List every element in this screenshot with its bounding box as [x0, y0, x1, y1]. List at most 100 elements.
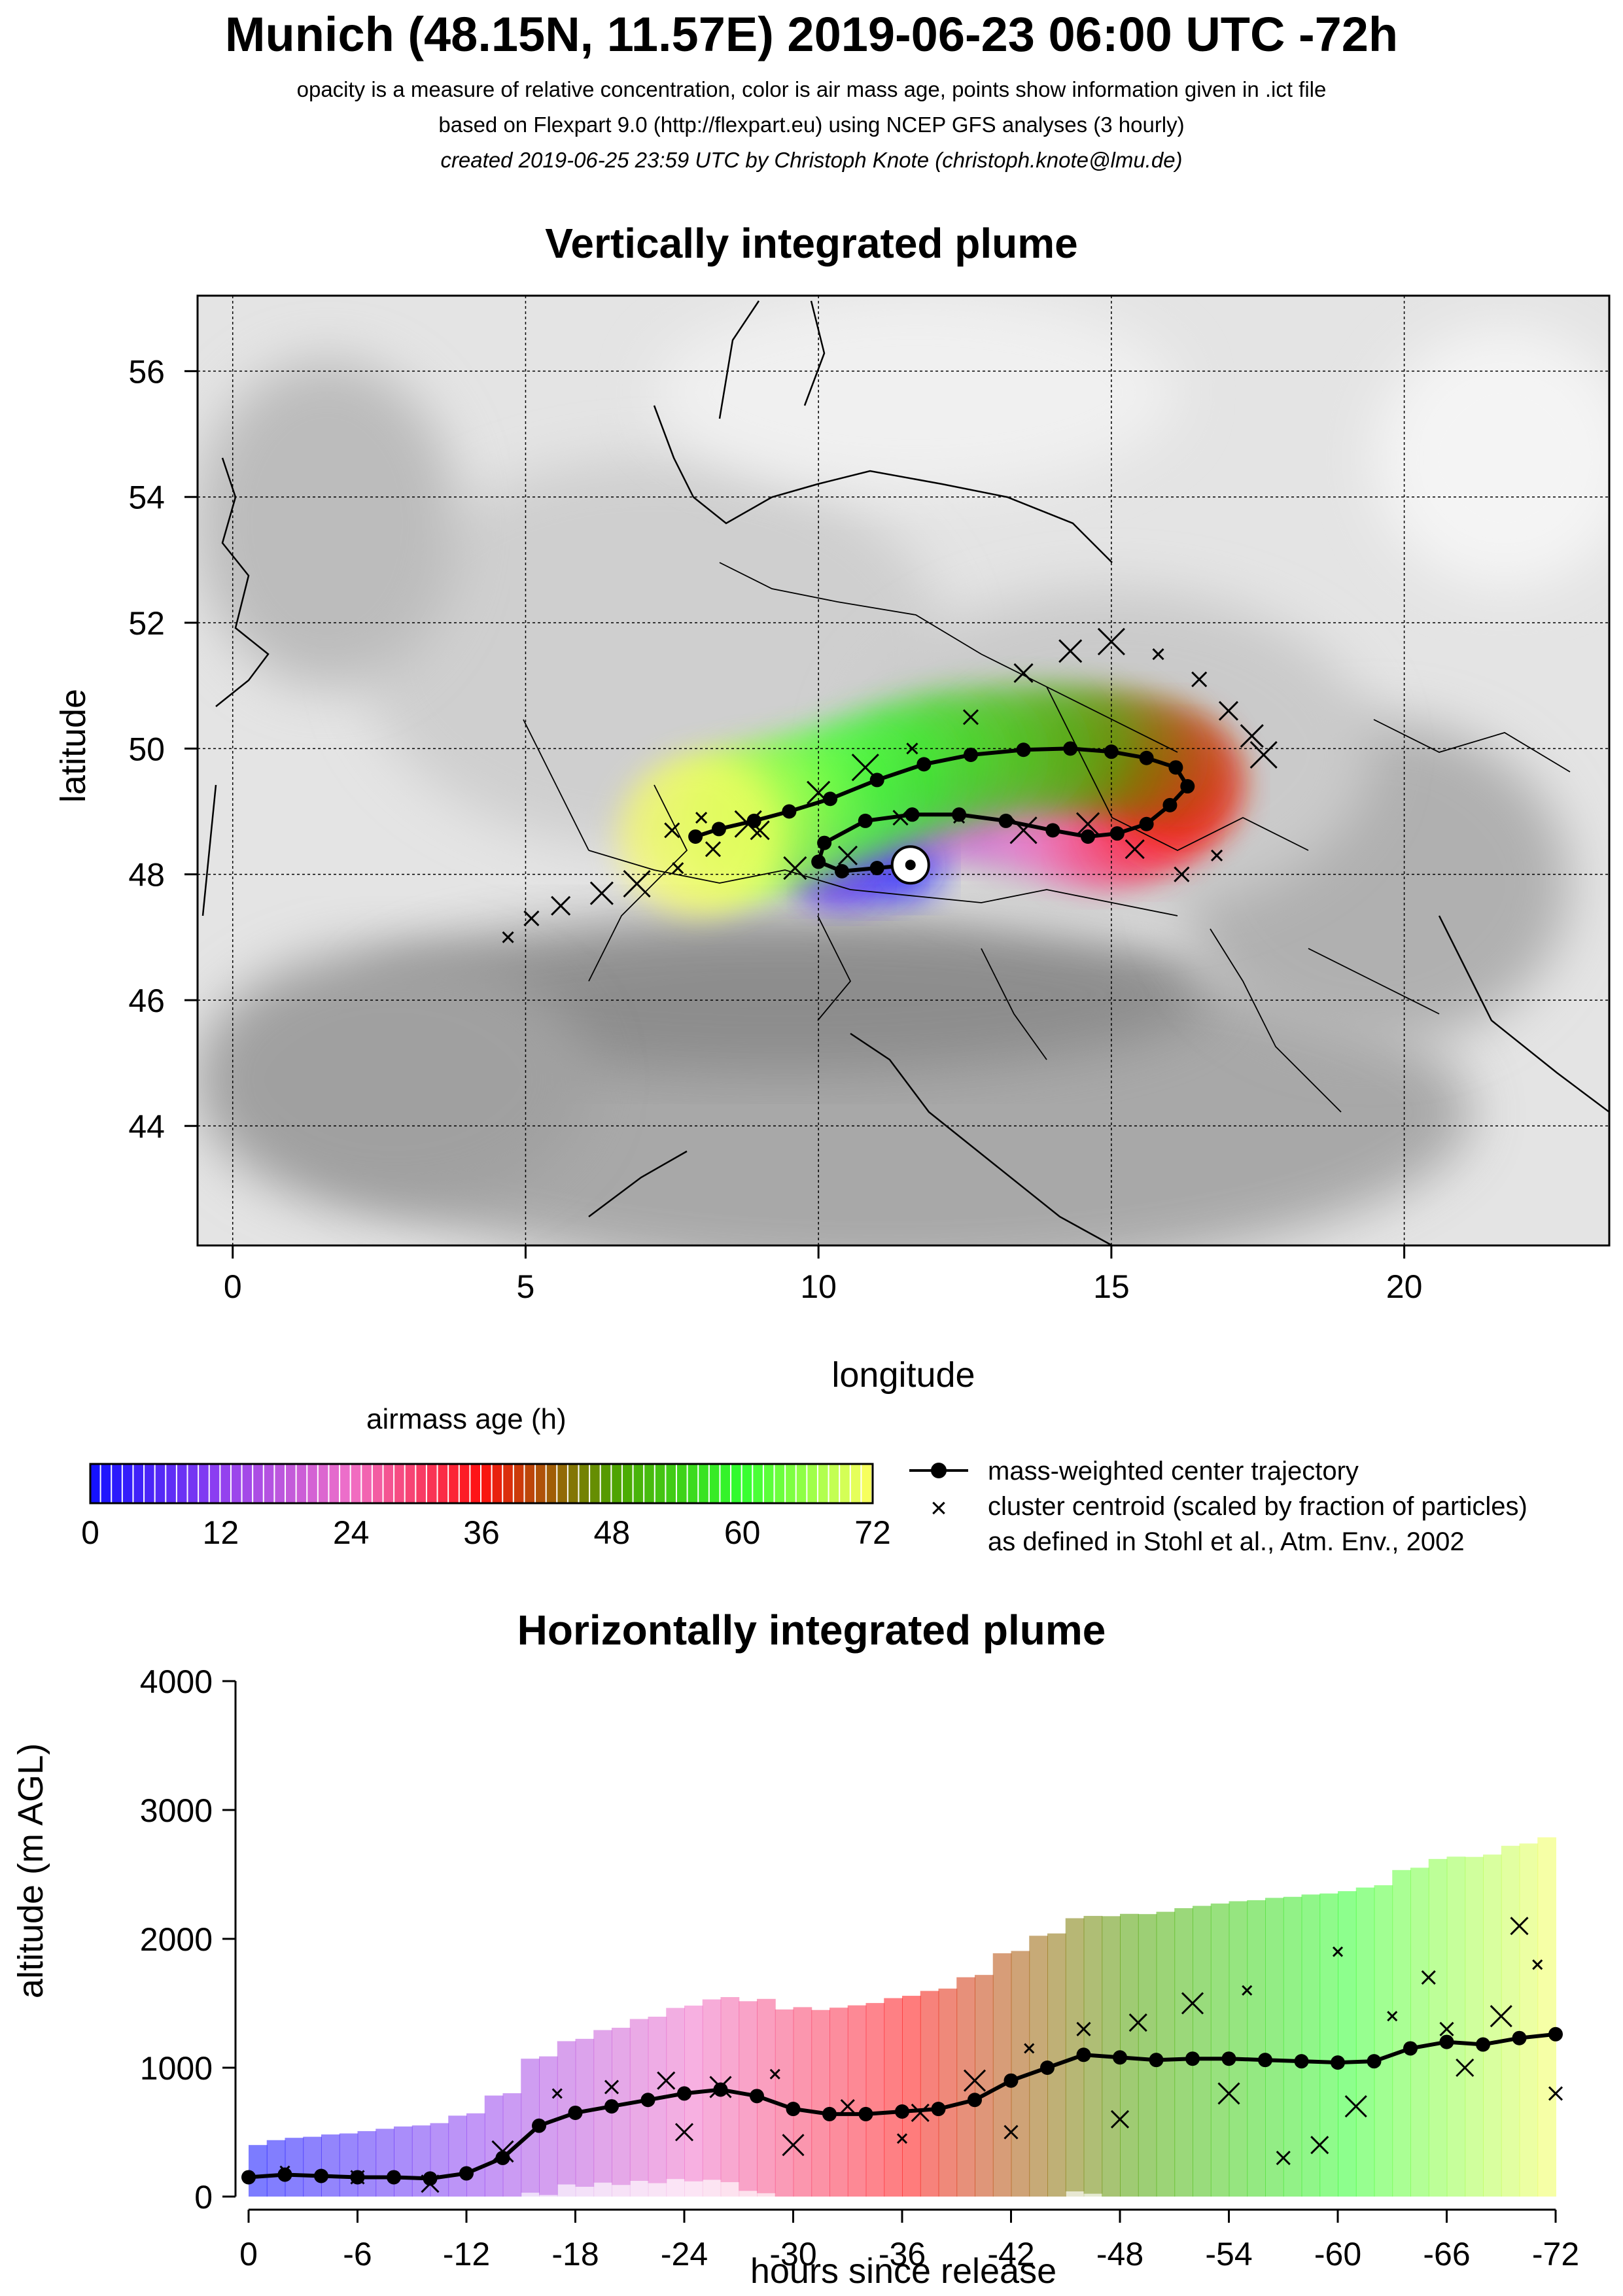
colorbar-cell-56 — [699, 1464, 708, 1503]
altitude-panel-title: Horizontally integrated plume — [517, 1607, 1106, 1654]
subtitle-concentration: opacity is a measure of relative concent… — [296, 77, 1327, 101]
altitude-band-11 — [448, 2115, 467, 2197]
country-borders — [523, 562, 1571, 1113]
colorbar-cell-40 — [525, 1464, 535, 1503]
colorbar-cell-59 — [731, 1464, 741, 1503]
legend-cross-sample: × — [930, 1492, 947, 1524]
colorbar-cell-58 — [720, 1464, 731, 1503]
altitude-trajectory-point-24 — [1113, 2050, 1127, 2065]
map-trajectory-point-17 — [1104, 744, 1119, 759]
map-trajectory-point-25 — [746, 813, 761, 828]
colorbar-cell-62 — [763, 1464, 774, 1503]
legend-cluster-centroid: cluster centroid (scaled by fraction of … — [988, 1492, 1527, 1521]
altitude-band-3 — [303, 2136, 322, 2197]
colorbar-cell-11 — [209, 1464, 220, 1503]
legend-center-trajectory: mass-weighted center trajectory — [988, 1457, 1359, 1486]
colorbar-cell-38 — [503, 1464, 513, 1503]
altitude-band-low-25 — [702, 2180, 722, 2197]
colorbar-cell-34 — [459, 1464, 470, 1503]
altitude-band-low-16 — [539, 2195, 558, 2197]
colorbar-cell-20 — [307, 1464, 317, 1503]
colorbar-tick-6: 72 — [854, 1514, 891, 1551]
altitude-trajectory-point-35 — [1512, 2030, 1527, 2045]
altitude-band-13 — [484, 2095, 504, 2197]
altitude-cluster-10 — [911, 2103, 930, 2123]
colorbar-cell-21 — [318, 1464, 328, 1503]
altitude-trajectory-point-22 — [1040, 2061, 1055, 2075]
map-trajectory-point-24 — [782, 804, 797, 819]
altitude-trajectory-point-31 — [1367, 2054, 1382, 2069]
altitude-band-64 — [1410, 1868, 1429, 2197]
map-trajectory-point-27 — [688, 829, 703, 844]
altitude-band-54 — [1229, 1901, 1248, 2197]
altitude-x-tick-label-1: -6 — [343, 2236, 372, 2272]
map-trajectory-point-20 — [963, 747, 978, 762]
colorbar-cell-44 — [568, 1464, 578, 1503]
colorbar-cell-67 — [818, 1464, 828, 1503]
map-cluster-17 — [1218, 701, 1239, 721]
altitude-cluster-6 — [657, 2071, 676, 2090]
altitude-band-6 — [357, 2131, 377, 2197]
colorbar-cell-46 — [590, 1464, 600, 1503]
altitude-band-62 — [1374, 1885, 1393, 2197]
map-cluster-9 — [851, 754, 879, 782]
altitude-trajectory-point-25 — [1149, 2053, 1164, 2068]
colorbar-cell-65 — [796, 1464, 807, 1503]
colorbar-cell-23 — [340, 1464, 350, 1503]
colorbar-cell-9 — [188, 1464, 198, 1503]
altitude-cluster-33 — [1439, 2021, 1454, 2036]
altitude-band-56 — [1265, 1898, 1284, 2197]
colorbar-cell-55 — [688, 1464, 698, 1503]
colorbar-cell-49 — [622, 1464, 633, 1503]
map-cluster-2 — [551, 896, 571, 916]
altitude-band-33 — [847, 2005, 867, 2197]
altitude-cluster-32 — [1332, 1946, 1344, 1957]
map-cluster-8 — [807, 780, 831, 805]
altitude-cluster-14 — [1128, 2013, 1147, 2032]
altitude-band-8 — [394, 2126, 413, 2197]
colorbar-cell-54 — [677, 1464, 687, 1503]
map-cluster-0 — [502, 931, 514, 943]
horizontal-plume-chart: 0 -6 -12 -18 -24 -30 -36 -42 -48 -54 -60 -66 -72 0 100… — [11, 1663, 1579, 2291]
altitude-band-4 — [321, 2134, 340, 2197]
colorbar-cell-41 — [536, 1464, 546, 1503]
colorbar-cell-28 — [394, 1464, 404, 1503]
colorbar-cell-64 — [786, 1464, 795, 1503]
map-axes: 0 5 10 15 20 44 46 48 50 52 54 56 — [128, 353, 1422, 1305]
altitude-band-low-17 — [557, 2184, 576, 2197]
map-cluster-24 — [1009, 816, 1038, 844]
altitude-cluster-29 — [1003, 2125, 1019, 2140]
altitude-axes: 0 -6 -12 -18 -24 -30 -36 -42 -48 -54 -60 -66 -72 0 100… — [140, 1663, 1579, 2272]
map-trajectory-point-3 — [811, 854, 826, 869]
altitude-trajectory-point-29 — [1294, 2054, 1309, 2069]
map-gridlines — [198, 296, 1609, 1245]
altitude-band-36 — [902, 1996, 921, 2197]
altitude-band-39 — [956, 1977, 975, 2197]
altitude-trajectory-point-11 — [640, 2093, 655, 2108]
map-x-tick-label-1: 5 — [517, 1268, 535, 1305]
altitude-x-tick-label-3: -18 — [551, 2236, 599, 2272]
altitude-y-tick-label-1: 1000 — [140, 2050, 213, 2087]
map-trajectory-point-19 — [1016, 742, 1031, 757]
colorbar-cell-18 — [286, 1464, 296, 1503]
map-y-tick-label-6: 56 — [128, 353, 165, 390]
map-cluster-22 — [1125, 839, 1145, 860]
colorbar-cell-43 — [557, 1464, 567, 1503]
colorbar-cell-39 — [514, 1464, 524, 1503]
altitude-cluster-16 — [1242, 1985, 1253, 1996]
altitude-x-axis-label: hours since release — [750, 2252, 1056, 2291]
altitude-cluster-31 — [1217, 2082, 1240, 2105]
altitude-cluster-centroids — [279, 1917, 1563, 2193]
altitude-band-52 — [1193, 1905, 1212, 2197]
colorbar-cell-32 — [438, 1464, 448, 1503]
altitude-cluster-4 — [551, 2088, 563, 2099]
altitude-cluster-7 — [709, 2076, 732, 2098]
map-trajectory-point-9 — [1045, 823, 1060, 838]
colorbar-cell-8 — [177, 1464, 187, 1503]
colorbar-cell-24 — [351, 1464, 361, 1503]
altitude-band-40 — [975, 1975, 994, 2197]
map-trajectory-point-23 — [823, 791, 838, 807]
altitude-band-57 — [1283, 1896, 1302, 2197]
altitude-x-tick-label-11: -66 — [1423, 2236, 1470, 2272]
altitude-band-61 — [1355, 1887, 1375, 2197]
